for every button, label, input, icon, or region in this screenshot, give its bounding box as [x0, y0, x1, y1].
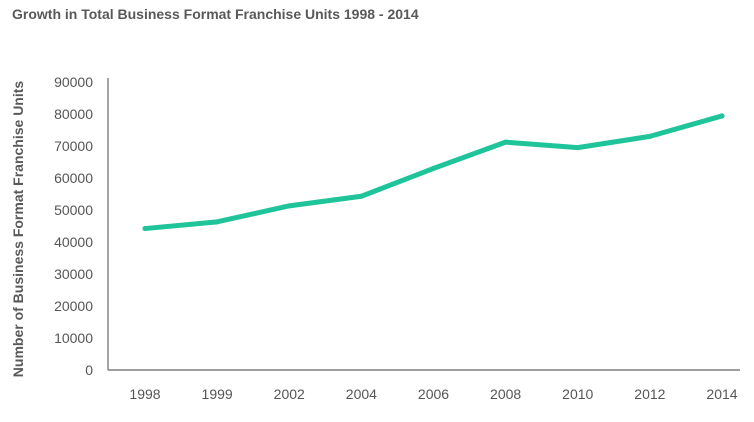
x-tick-label: 2014	[706, 386, 737, 402]
data-point	[431, 165, 436, 171]
data-point	[503, 139, 509, 145]
x-axis-ticks: 1998 1999 2002 2004 2006 2008 2010 2012 2014	[129, 386, 737, 402]
x-tick-label: 1999	[202, 386, 233, 402]
data-point	[719, 113, 725, 119]
data-point	[575, 145, 581, 151]
y-tick-label: 0	[85, 362, 93, 378]
series-group	[142, 113, 725, 232]
data-point	[214, 219, 220, 225]
x-tick-label: 2010	[562, 386, 593, 402]
series-line	[142, 113, 725, 232]
y-tick-label: 90000	[54, 74, 93, 90]
y-tick-label: 30000	[54, 266, 93, 282]
x-tick-label: 2008	[490, 386, 521, 402]
data-point	[142, 226, 148, 232]
y-tick-label: 80000	[54, 106, 93, 122]
y-tick-label: 60000	[54, 170, 93, 186]
data-point	[286, 203, 292, 209]
y-tick-label: 50000	[54, 202, 93, 218]
x-tick-label: 2002	[274, 386, 305, 402]
y-axis-label: Number of Business Format Franchise Unit…	[10, 81, 26, 378]
data-point	[647, 133, 653, 139]
y-tick-label: 40000	[54, 234, 93, 250]
x-tick-label: 1998	[129, 386, 160, 402]
x-tick-label: 2004	[346, 386, 377, 402]
data-point	[358, 193, 364, 199]
y-tick-label: 70000	[54, 138, 93, 154]
chart-title: Growth in Total Business Format Franchis…	[12, 6, 419, 22]
x-tick-label: 2012	[634, 386, 665, 402]
y-tick-label: 10000	[54, 330, 93, 346]
x-tick-label: 2006	[418, 386, 449, 402]
y-axis-ticks: 0 10000 20000 30000 40000 50000 60000 70000 8000…	[54, 74, 93, 378]
y-tick-label: 20000	[54, 298, 93, 314]
